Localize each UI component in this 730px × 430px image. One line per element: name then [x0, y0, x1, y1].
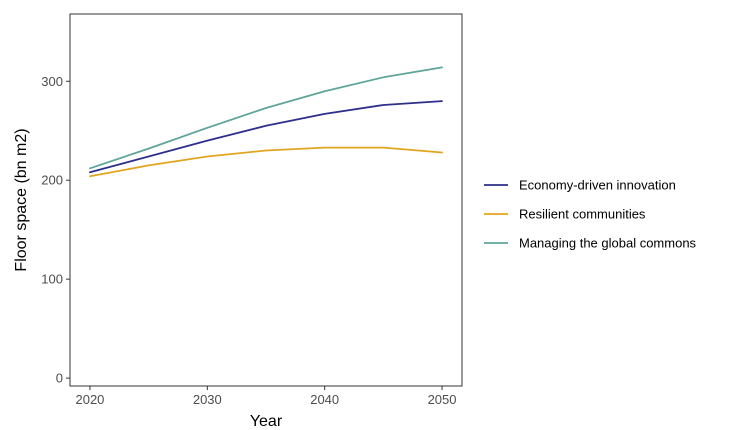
y-tick-label: 0 — [56, 371, 63, 386]
legend-label: Economy-driven innovation — [519, 178, 676, 193]
series-line-economy-driven-innovation — [89, 100, 443, 174]
x-tick-label: 2050 — [428, 392, 457, 407]
plot-lines — [89, 66, 443, 178]
plot-panel — [69, 13, 463, 387]
legend-label: Managing the global commons — [519, 236, 697, 251]
series-line-resilient-communities — [89, 146, 443, 178]
x-axis: 2020 2030 2040 2050 — [75, 386, 457, 407]
x-axis-title: Year — [250, 413, 283, 430]
x-tick-label: 2040 — [310, 392, 339, 407]
y-tick-label: 200 — [41, 173, 63, 188]
y-tick-label: 100 — [41, 272, 63, 287]
y-axis-title: Floor space (bn m2) — [13, 128, 30, 271]
x-tick-label: 2030 — [193, 392, 222, 407]
y-axis: 0 100 200 300 — [41, 74, 70, 386]
x-tick-label: 2020 — [75, 392, 104, 407]
y-tick-label: 300 — [41, 74, 63, 89]
series-line-managing-the-global-commons — [89, 66, 443, 170]
legend-label: Resilient communities — [519, 207, 646, 222]
legend: Economy-driven innovation Resilient commu… — [484, 178, 697, 251]
